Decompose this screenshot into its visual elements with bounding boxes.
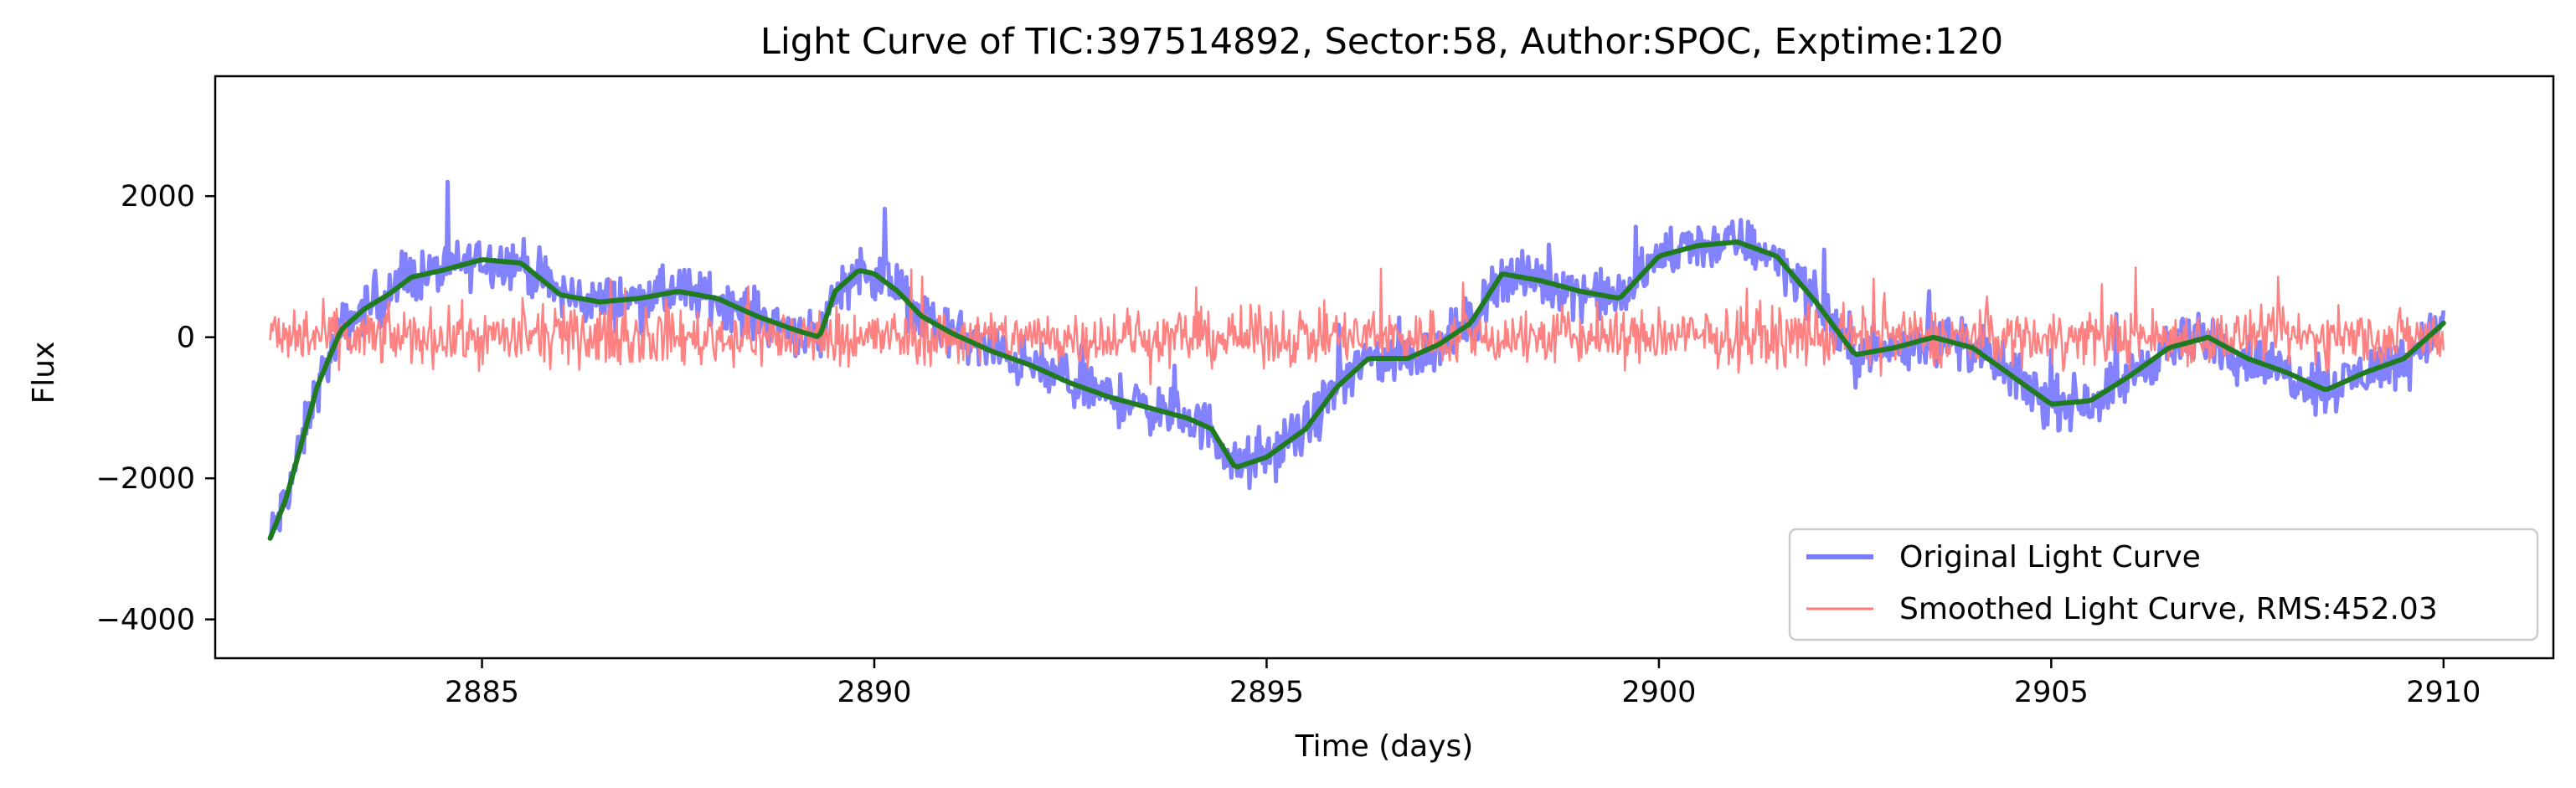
- x-tick-label: 2890: [837, 676, 911, 709]
- y-axis-label: Flux: [27, 342, 61, 404]
- x-tick-label: 2910: [2406, 676, 2481, 709]
- legend: Original Light Curve Smoothed Light Curv…: [1788, 528, 2539, 641]
- y-axis: 2000 0 −2000 −4000: [96, 180, 215, 637]
- x-tick-label: 2885: [445, 676, 519, 709]
- legend-label-original: Original Light Curve: [1899, 540, 2201, 574]
- x-tick-label: 2895: [1229, 676, 1304, 709]
- x-axis-label: Time (days): [1295, 729, 1474, 764]
- plot-area: [267, 179, 2446, 541]
- x-tick-label: 2905: [2014, 676, 2089, 709]
- legend-box: [1788, 528, 2539, 641]
- y-tick-label: 0: [177, 322, 195, 355]
- legend-label-smoothed: Smoothed Light Curve, RMS:452.03: [1899, 592, 2438, 626]
- x-axis: 2885 2890 2895 2900 2905 2910: [445, 658, 2481, 709]
- y-tick-label: −4000: [96, 604, 195, 637]
- series-original-light-curve: [268, 179, 2446, 538]
- chart-title: Light Curve of TIC:397514892, Sector:58,…: [760, 21, 2003, 63]
- series-trend-line: [267, 239, 2446, 541]
- x-tick-label: 2900: [1621, 676, 1696, 709]
- plot-frame: [214, 75, 2555, 660]
- y-tick-label: −2000: [96, 462, 195, 496]
- y-tick-label: 2000: [121, 180, 195, 214]
- series-smoothed-light-curve: [269, 266, 2445, 386]
